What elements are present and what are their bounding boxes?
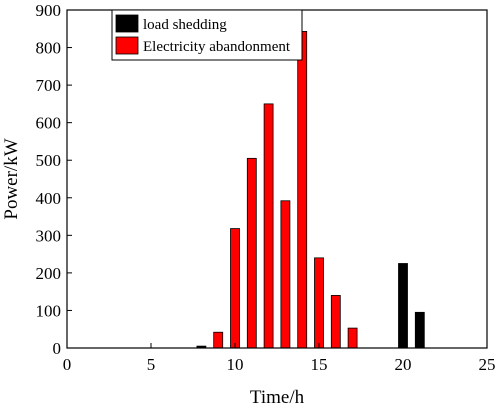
x-tick-label: 25 [479,355,496,374]
bar-electricity-abandonment-10 [230,228,240,349]
y-tick-label: 300 [36,226,62,245]
bar-electricity-abandonment-17 [347,327,358,349]
legend-box [111,9,303,61]
bar-electricity-abandonment-13 [280,200,291,349]
bar-electricity-abandonment-15 [314,257,324,349]
y-tick-label: 900 [36,1,62,20]
bar-electricity-abandonment-11 [246,157,257,349]
x-tick-label: 0 [63,355,72,374]
bar-load-shedding-20 [398,263,408,349]
x-tick-label: 10 [227,355,244,374]
bar-electricity-abandonment-12 [263,103,274,349]
y-tick-label: 100 [36,301,62,320]
legend-swatch-load-shedding [115,14,139,33]
y-tick-label: 800 [36,39,62,58]
legend: load shedding Electricity abandonment [111,9,303,61]
bar-electricity-abandonment-9 [213,331,224,349]
y-axis-title: Power/kW [1,138,22,219]
ticks-group: 0 5 10 15 20 25 0 100 200 300 400 500 600 700 800 900 [36,1,496,374]
y-tick-label: 700 [36,76,62,95]
bar-electricity-abandonment-14 [297,31,308,349]
legend-swatch-electricity-abandonment [115,36,139,55]
x-axis-title: Time/h [250,387,305,408]
y-tick-label: 0 [53,339,62,358]
x-tick-label: 15 [311,355,328,374]
y-tick-label: 200 [36,264,62,283]
legend-label: load shedding [143,17,227,33]
y-tick-label: 400 [36,189,62,208]
x-tick-label: 20 [395,355,412,374]
x-tick-label: 5 [147,355,156,374]
legend-label: Electricity abandonment [143,39,291,55]
bar-load-shedding-21 [414,311,425,349]
y-tick-label: 500 [36,151,62,170]
bar-electricity-abandonment-16 [330,295,341,349]
y-tick-label: 600 [36,114,62,133]
